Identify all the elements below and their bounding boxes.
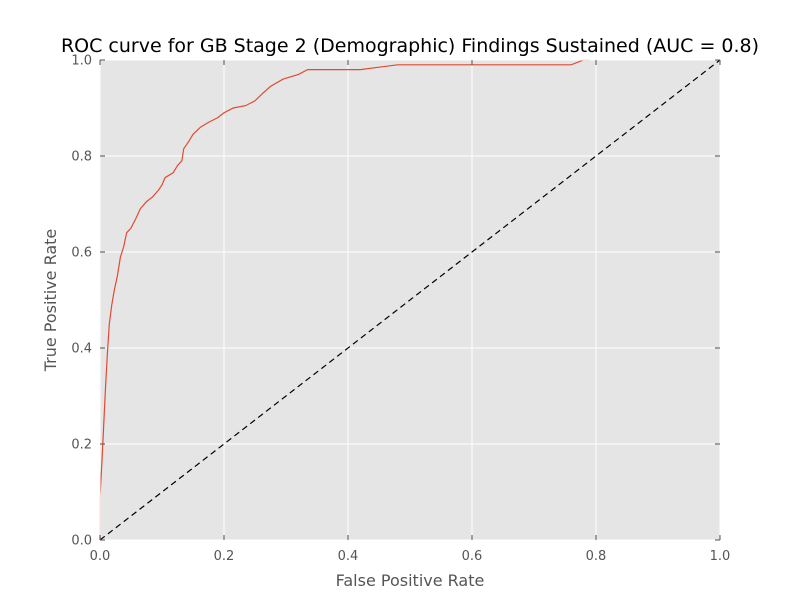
x-tick-label: 0.4	[338, 549, 359, 564]
x-tick-label: 1.0	[710, 549, 731, 564]
chart-title: ROC curve for GB Stage 2 (Demographic) F…	[61, 35, 759, 57]
y-tick-label: 0.6	[71, 246, 92, 261]
y-tick-label: 0.4	[71, 342, 92, 357]
tick-marks	[99, 59, 721, 541]
x-tick-labels: 0.0 0.2 0.4 0.6 0.8 1.0	[90, 549, 731, 564]
gridlines	[99, 59, 721, 541]
series-layer	[99, 59, 721, 541]
y-tick-label: 0.0	[71, 534, 92, 549]
x-tick-label: 0.6	[462, 549, 483, 564]
y-axis-label: True Positive Rate	[41, 229, 60, 373]
x-tick-label: 0.0	[90, 549, 111, 564]
y-tick-label: 1.0	[71, 54, 92, 69]
x-tick-label: 0.2	[214, 549, 235, 564]
x-axis-label: False Positive Rate	[336, 571, 485, 590]
chance-diagonal-line	[99, 59, 721, 541]
y-tick-label: 0.8	[71, 150, 92, 165]
x-tick-label: 0.8	[586, 549, 607, 564]
y-tick-label: 0.2	[71, 438, 92, 453]
roc-curve-line	[99, 59, 590, 540]
y-tick-labels: 0.0 0.2 0.4 0.6 0.8 1.0	[71, 54, 92, 549]
plot-frame	[99, 59, 721, 541]
